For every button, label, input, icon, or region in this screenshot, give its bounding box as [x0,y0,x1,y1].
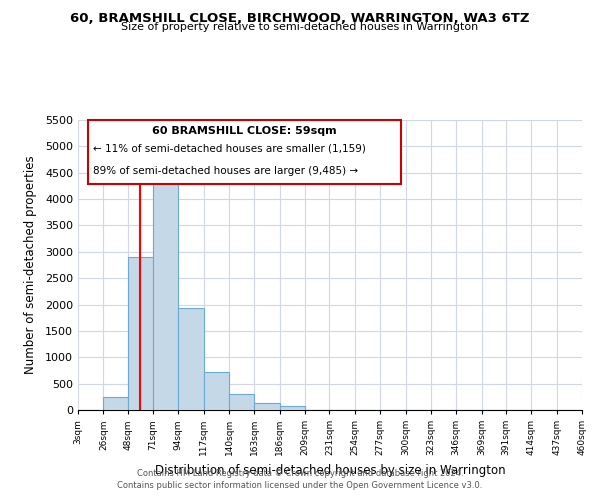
Bar [128,257,153,410]
Bar [229,394,254,410]
Text: Contains HM Land Registry data © Crown copyright and database right 2024.: Contains HM Land Registry data © Crown c… [137,468,463,477]
Y-axis label: Number of semi-detached properties: Number of semi-detached properties [23,156,37,374]
Text: 60, BRAMSHILL CLOSE, BIRCHWOOD, WARRINGTON, WA3 6TZ: 60, BRAMSHILL CLOSE, BIRCHWOOD, WARRINGT… [70,12,530,26]
Text: 60 BRAMSHILL CLOSE: 59sqm: 60 BRAMSHILL CLOSE: 59sqm [152,126,337,136]
Text: ← 11% of semi-detached houses are smaller (1,159): ← 11% of semi-detached houses are smalle… [93,144,366,154]
Bar [280,406,305,410]
Bar [204,372,229,410]
Bar [103,397,128,410]
Bar [153,179,178,410]
Bar [178,308,204,410]
X-axis label: Distribution of semi-detached houses by size in Warrington: Distribution of semi-detached houses by … [155,464,505,476]
Bar [254,403,280,410]
Text: Contains public sector information licensed under the Open Government Licence v3: Contains public sector information licen… [118,481,482,490]
Text: Size of property relative to semi-detached houses in Warrington: Size of property relative to semi-detach… [121,22,479,32]
FancyBboxPatch shape [88,120,401,184]
Text: 89% of semi-detached houses are larger (9,485) →: 89% of semi-detached houses are larger (… [93,166,358,176]
